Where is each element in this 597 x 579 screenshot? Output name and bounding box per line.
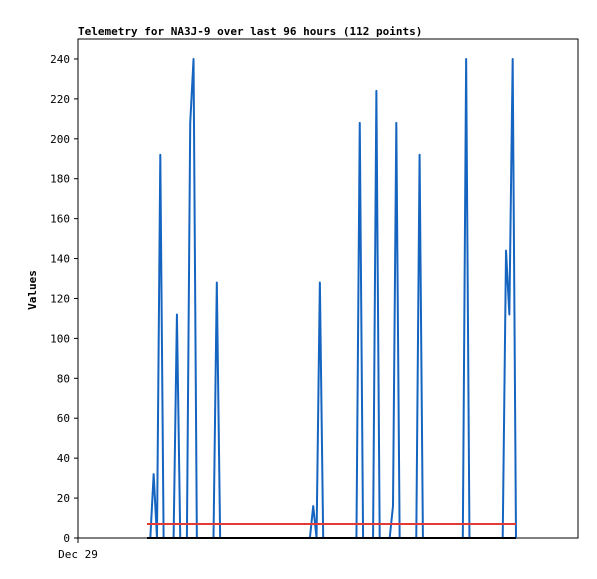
y-tick-label: 240	[50, 53, 70, 66]
y-tick-label: 160	[50, 213, 70, 226]
y-tick-label: 120	[50, 292, 70, 305]
y-tick-label: 220	[50, 93, 70, 106]
series-group	[147, 57, 517, 539]
y-tick-label: 40	[57, 452, 70, 465]
chart-title: Telemetry for NA3J-9 over last 96 hours …	[78, 25, 422, 38]
series-line-1	[147, 57, 517, 539]
y-tick-label: 200	[50, 133, 70, 146]
x-tick-label: Dec 29	[58, 548, 98, 561]
y-tick-label: 100	[50, 332, 70, 345]
y-tick-label: 20	[57, 492, 70, 505]
y-tick-label: 140	[50, 253, 70, 266]
y-tick-label: 180	[50, 173, 70, 186]
y-tick-label: 60	[57, 412, 70, 425]
y-tick-label: 0	[63, 532, 70, 545]
y-tick-label: 80	[57, 372, 70, 385]
y-axis-label: Values	[26, 270, 39, 310]
y-ticks: 0 20 40 60 80 100 120 140 160 180 200 220 240	[50, 53, 78, 545]
x-ticks: Dec 29	[58, 538, 98, 561]
